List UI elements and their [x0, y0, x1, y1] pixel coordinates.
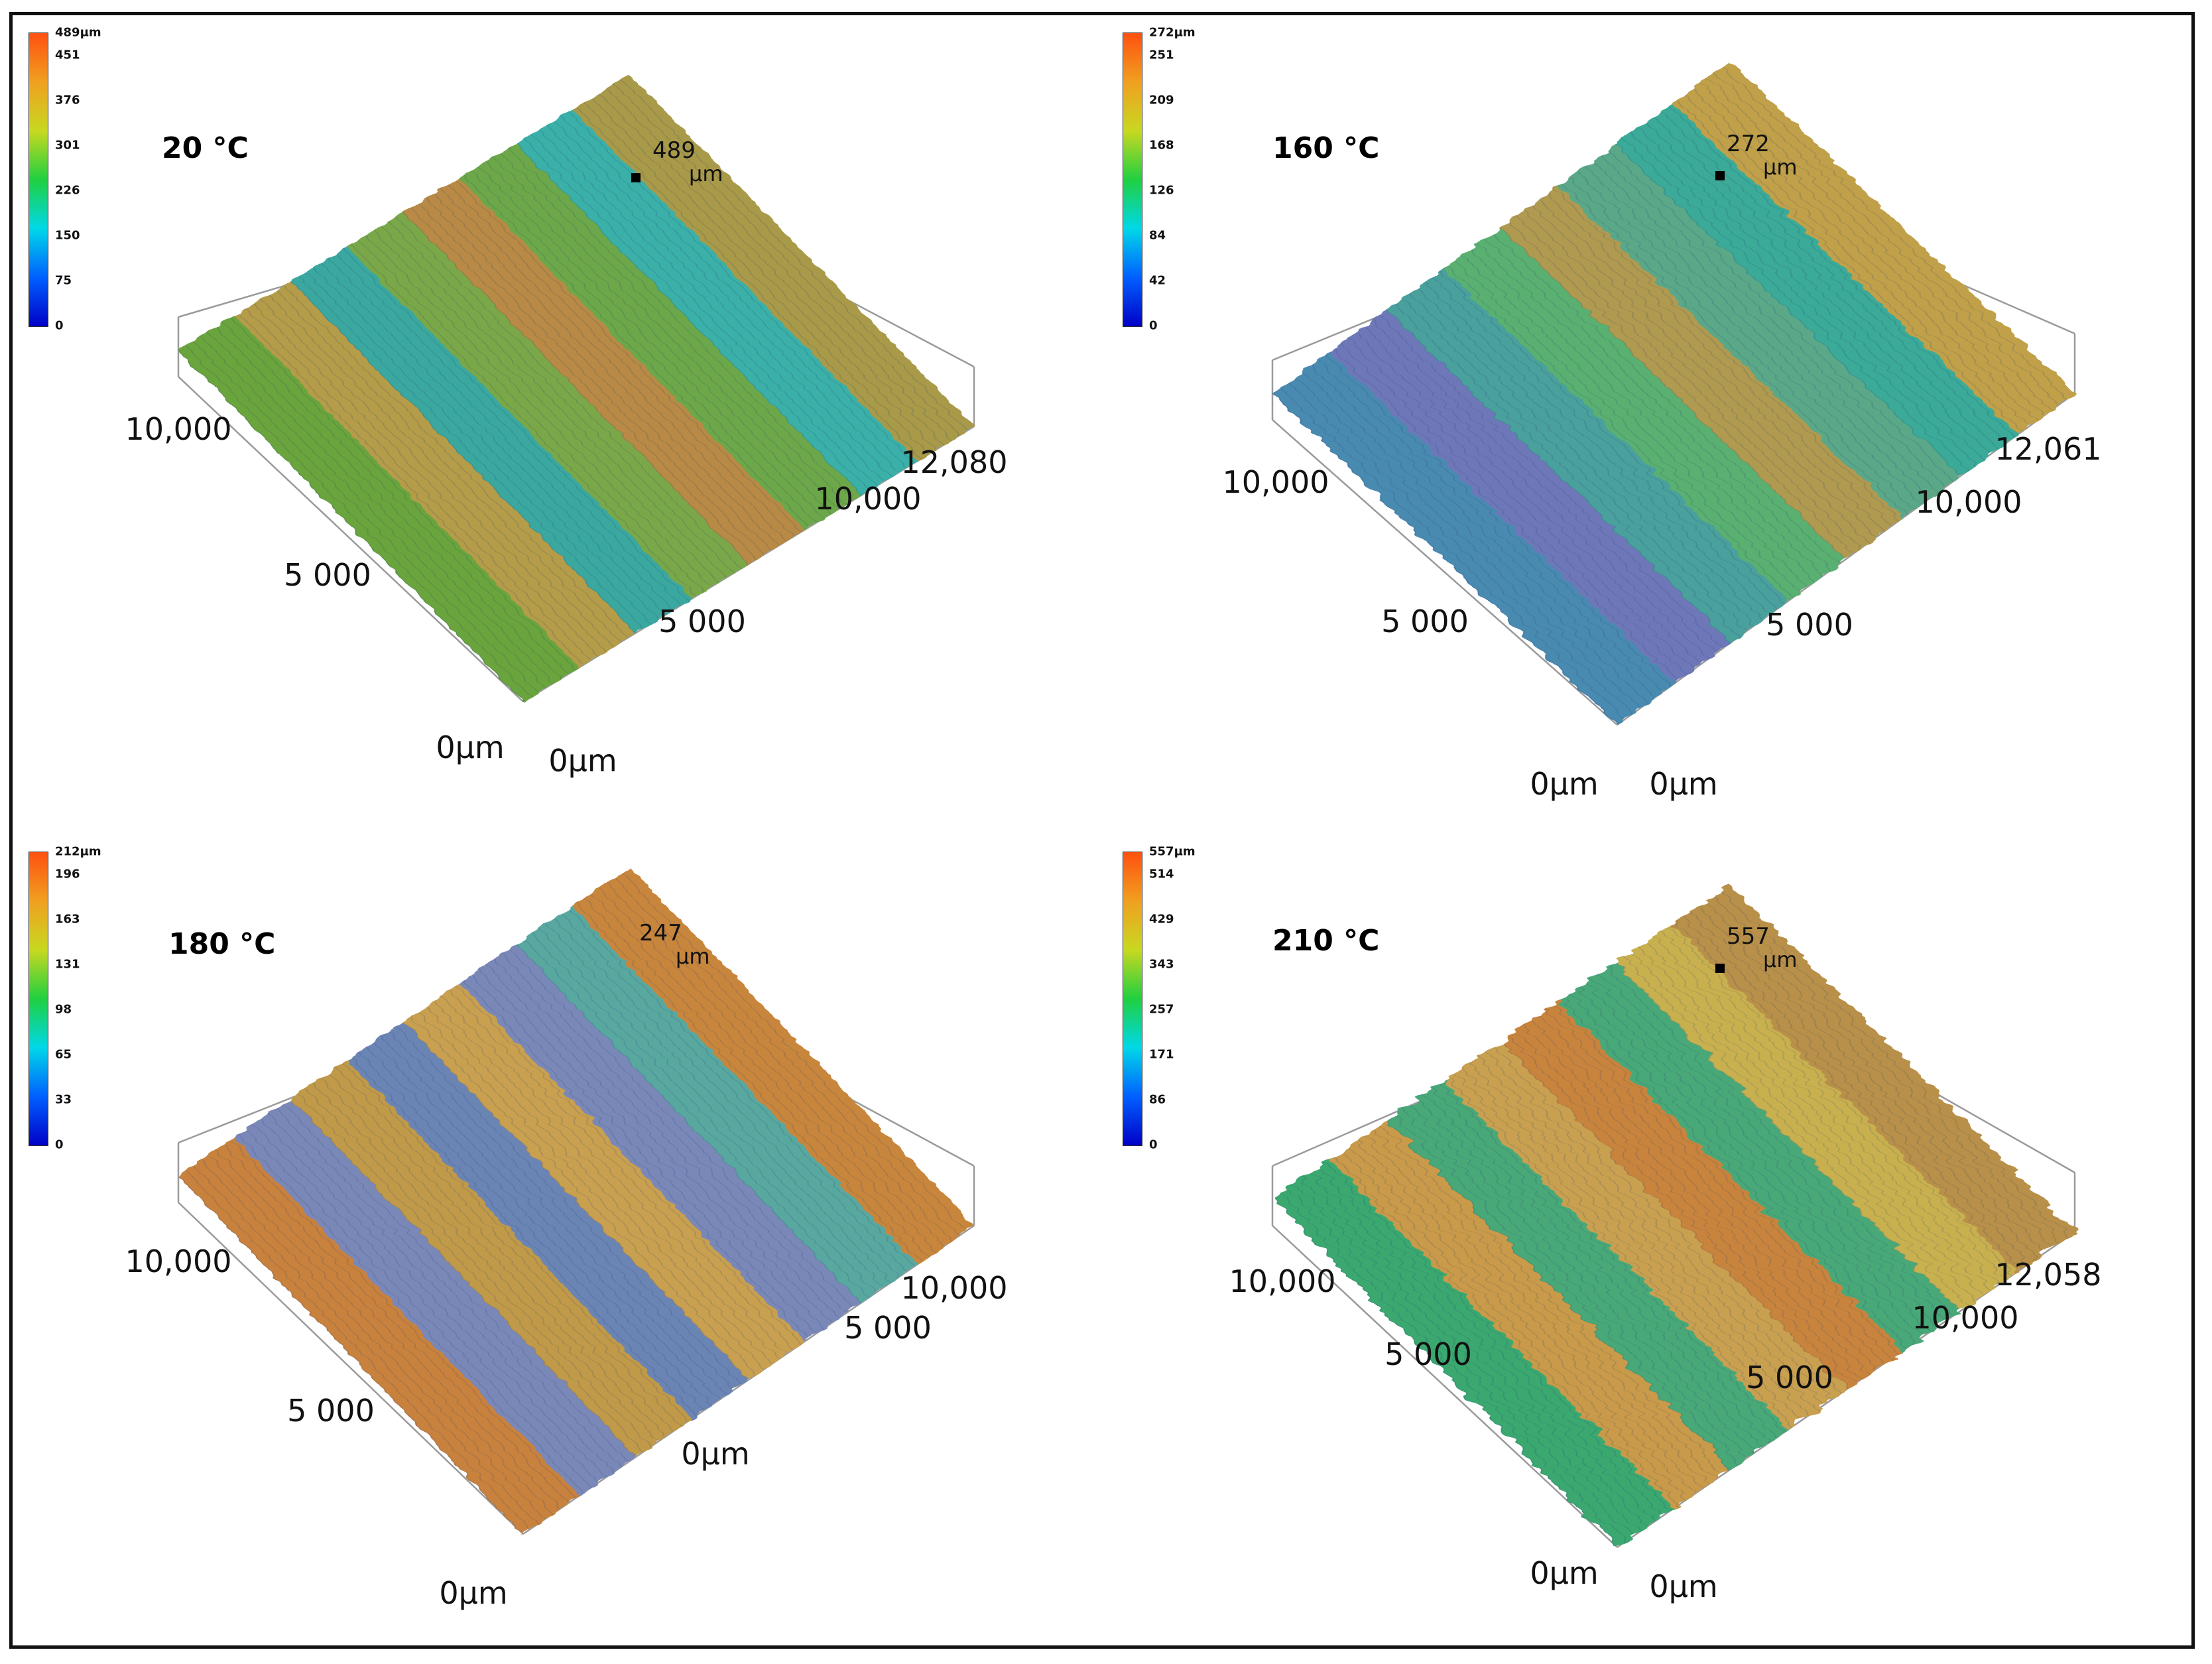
color-scale-bar	[29, 852, 48, 1146]
left-axis-label: 0µm	[436, 730, 504, 765]
surface-plot: 10,000 5 000 0µm 12,058 10,000 5 000 0µm 557µm	[1229, 883, 2102, 1604]
color-scale-tick: 257	[1149, 1002, 1174, 1017]
peak-unit-label: µm	[689, 161, 723, 186]
left-axis-label: 5 000	[287, 1393, 375, 1429]
color-scale-bar	[1123, 32, 1142, 327]
right-axis-label: 5 000	[658, 604, 746, 639]
peak-marker	[1715, 171, 1725, 180]
peak-marker	[1715, 964, 1725, 973]
color-scale-tick: 514	[1149, 867, 1174, 881]
right-axis-label: 0µm	[1649, 766, 1717, 802]
surface-panel-160c: 10,000 5 000 0µm 12,061 10,000 5 000 0µm 272 µm …	[1107, 15, 2194, 831]
color-scale-tick: 0	[1149, 1137, 1158, 1152]
color-scale-tick: 150	[55, 228, 80, 243]
peak-unit-label: µm	[1763, 155, 1798, 180]
color-scale-tick: 33	[55, 1092, 72, 1107]
left-axis-label: 0µm	[439, 1575, 507, 1611]
color-scale-tick: 98	[55, 1002, 72, 1017]
left-axis-label: 10,000	[1229, 1263, 1336, 1299]
temperature-label: 180 °C	[168, 927, 276, 961]
color-scale-tick: 126	[1149, 183, 1174, 198]
color-scale-tick: 196	[55, 867, 80, 881]
left-axis-label: 5 000	[1381, 604, 1469, 639]
left-axis-label: 5 000	[284, 557, 371, 593]
color-scale-tick: 0	[1149, 318, 1158, 333]
peak-unit-label: µm	[1763, 947, 1798, 972]
color-scale-tick: 226	[55, 183, 80, 198]
peak-marker	[631, 173, 641, 182]
right-axis-label: 10,000	[1916, 484, 2022, 520]
right-axis-label: 12,058	[1995, 1257, 2102, 1293]
color-scale-tick: 343	[1149, 957, 1174, 972]
color-scale-tick: 131	[55, 957, 80, 972]
left-axis-label: 10,000	[125, 1244, 232, 1279]
color-scale-tick: 209	[1149, 93, 1174, 107]
surface-bands	[1272, 883, 2075, 1548]
temperature-label: 20 °C	[162, 131, 249, 165]
color-scale-bar	[1123, 852, 1142, 1146]
left-axis-label: 5 000	[1384, 1336, 1472, 1372]
right-axis-label: 0µm	[681, 1436, 749, 1472]
color-scale-tick: 251	[1149, 48, 1174, 62]
surface-panel-20c: 10,000 5 000 0µm 12,080 10,000 5 000 0µm 489 µm …	[13, 15, 1100, 831]
color-scale-tick: 0	[55, 318, 64, 333]
right-axis-label: 0µm	[1649, 1568, 1717, 1604]
color-scale-tick: 86	[1149, 1092, 1166, 1107]
surface-band	[1672, 883, 2075, 1273]
peak-unit-label: µm	[676, 944, 710, 969]
color-scale-tick: 163	[55, 912, 80, 927]
color-scale-max-label: 212µm	[55, 844, 101, 859]
color-scale-max-label: 489µm	[55, 25, 101, 40]
temperature-label: 160 °C	[1272, 131, 1380, 165]
color-scale-tick: 301	[55, 138, 80, 153]
right-axis-label: 5 000	[1766, 607, 1853, 643]
left-axis-label: 10,000	[1223, 464, 1329, 500]
color-scale-tick: 451	[55, 48, 80, 62]
figure-frame: 10,000 5 000 0µm 12,080 10,000 5 000 0µm 489 µm …	[9, 12, 2195, 1649]
surface-panel-180c: 10,000 5 000 0µm 10,000 5 000 0µm 247 µm 212µm …	[13, 834, 1100, 1650]
color-scale-tick: 0	[55, 1137, 64, 1152]
surface-band	[572, 867, 975, 1265]
temperature-label: 210 °C	[1272, 924, 1380, 958]
peak-value-label: 557	[1727, 923, 1770, 950]
surface-plot: 10,000 5 000 0µm 12,061 10,000 5 000 0µm 272µm	[1223, 61, 2102, 802]
surface-bands	[178, 867, 975, 1535]
surface-panel-210c: 10,000 5 000 0µm 12,058 10,000 5 000 0µm 557 µm …	[1107, 834, 2194, 1650]
color-scale-max-label: 272µm	[1149, 25, 1196, 40]
right-axis-label: 12,061	[1995, 431, 2102, 467]
left-axis-label: 0µm	[1530, 1555, 1598, 1591]
left-axis-label: 10,000	[125, 411, 232, 447]
peak-value-label: 247	[639, 920, 682, 946]
color-scale-max-label: 557µm	[1149, 844, 1196, 859]
right-axis-label: 10,000	[815, 481, 922, 517]
color-scale-tick: 168	[1149, 138, 1174, 153]
right-axis-label: 0µm	[548, 743, 617, 779]
peak-value-label: 272	[1727, 131, 1770, 157]
surface-band	[572, 74, 975, 462]
right-axis-label: 5 000	[1746, 1360, 1833, 1395]
color-scale-tick: 429	[1149, 912, 1174, 927]
surface-bands	[1272, 61, 2075, 726]
color-scale-tick: 376	[55, 93, 80, 107]
right-axis-label: 5 000	[844, 1310, 932, 1346]
color-scale-tick: 75	[55, 273, 72, 288]
right-axis-label: 12,080	[901, 444, 1008, 480]
color-scale-tick: 171	[1149, 1047, 1174, 1062]
color-scale-tick: 84	[1149, 228, 1166, 243]
color-scale-tick: 42	[1149, 273, 1166, 288]
left-axis-label: 0µm	[1530, 766, 1598, 802]
peak-value-label: 489	[652, 137, 696, 164]
surface-bands	[178, 74, 975, 702]
color-scale-bar	[29, 32, 48, 327]
right-axis-label: 10,000	[901, 1270, 1008, 1306]
right-axis-label: 10,000	[1912, 1300, 2019, 1336]
color-scale-tick: 65	[55, 1047, 72, 1062]
